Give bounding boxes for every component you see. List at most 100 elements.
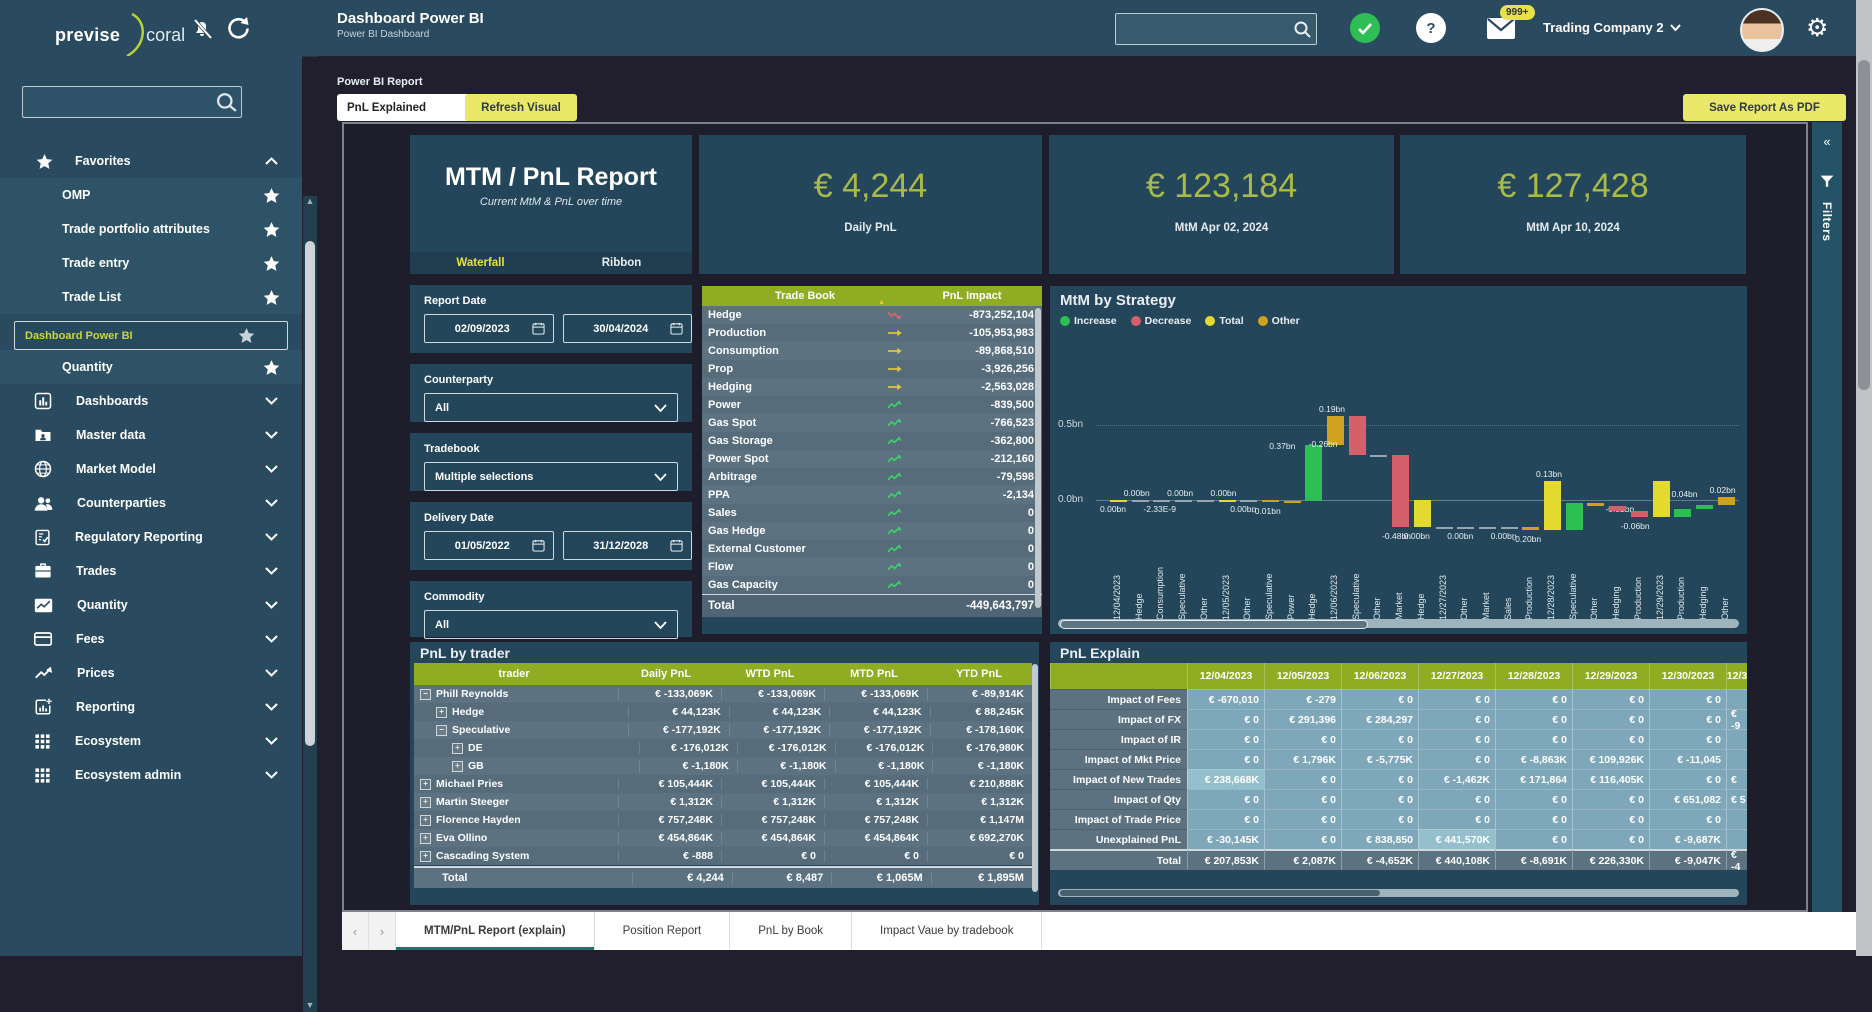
- pnl-by-trader-scrollbar[interactable]: [1032, 664, 1038, 892]
- expand-icon[interactable]: +: [452, 742, 463, 754]
- waterfall-bar-hedge[interactable]: [1305, 444, 1323, 501]
- chart-hscroll-thumb[interactable]: [1060, 620, 1369, 629]
- expand-icon[interactable]: +: [436, 706, 447, 718]
- column-header-date[interactable]: 12/05/2023: [1264, 663, 1341, 689]
- waterfall-bar-production[interactable]: [1674, 509, 1692, 517]
- column-header-date[interactable]: 12/06/2023: [1341, 663, 1418, 689]
- sidebar-group-counterparties[interactable]: Counterparties: [0, 486, 302, 520]
- settings-gear-icon[interactable]: ⚙: [1806, 13, 1829, 42]
- sidebar-group-ecosystem-admin[interactable]: Ecosystem admin: [0, 758, 302, 792]
- waterfall-bar-market[interactable]: [1478, 527, 1496, 529]
- search-icon[interactable]: [1290, 20, 1316, 38]
- sidebar-group-fees[interactable]: Fees: [0, 622, 302, 656]
- sidebar-scrollbar[interactable]: ▲ ▼: [303, 196, 317, 1012]
- table-row[interactable]: + Hedge € 44,123K € 44,123K € 44,123K € 88,24…: [414, 703, 1032, 721]
- collapse-icon[interactable]: −: [420, 688, 431, 700]
- sidebar-group-reporting[interactable]: Reporting: [0, 690, 302, 724]
- collapse-icon[interactable]: −: [436, 724, 447, 736]
- scroll-up-arrow[interactable]: ▲: [305, 196, 315, 206]
- waterfall-bar-consumption[interactable]: [1153, 500, 1171, 502]
- table-row[interactable]: + DE € -176,012K € -176,012K € -176,012K € -1…: [414, 739, 1032, 757]
- expand-icon[interactable]: +: [420, 814, 431, 826]
- status-ok-icon[interactable]: [1350, 13, 1380, 43]
- star-icon[interactable]: [263, 187, 280, 204]
- column-header-date[interactable]: 12/28/2023: [1495, 663, 1572, 689]
- report-tab-mtm-pnl-report-explain-[interactable]: MTM/PnL Report (explain): [396, 912, 595, 950]
- expand-filters-icon[interactable]: «: [1823, 134, 1831, 149]
- waterfall-bar-12-27-2023[interactable]: [1435, 527, 1453, 529]
- column-header-date[interactable]: 12/27/2023: [1418, 663, 1495, 689]
- sidebar-group-dashboards[interactable]: Dashboards: [0, 384, 302, 418]
- pnl-explain-hscroll-thumb[interactable]: [1060, 890, 1381, 896]
- expand-icon[interactable]: +: [452, 760, 463, 772]
- table-row[interactable]: Hedge -873,252,104: [702, 306, 1042, 324]
- waterfall-bar-hedge[interactable]: [1413, 500, 1431, 527]
- waterfall-bar-12-28-2023[interactable]: [1544, 480, 1561, 530]
- expand-icon[interactable]: +: [420, 796, 431, 808]
- waterfall-bar-other[interactable]: [1717, 497, 1735, 505]
- help-icon[interactable]: ?: [1416, 13, 1446, 43]
- waterfall-bar-speculative[interactable]: [1348, 416, 1366, 455]
- sidebar-group-market-model[interactable]: Market Model: [0, 452, 302, 486]
- delivery-date-to[interactable]: 31/12/2028: [562, 531, 692, 560]
- star-icon[interactable]: [263, 289, 280, 306]
- waterfall-bar-power[interactable]: [1283, 500, 1301, 503]
- waterfall-bar-12-06-2023[interactable]: [1327, 416, 1344, 445]
- waterfall-bar-speculative[interactable]: [1261, 500, 1279, 502]
- waterfall-bar-other[interactable]: [1196, 500, 1214, 502]
- waterfall-bar-speculative[interactable]: [1175, 500, 1193, 502]
- counterparty-select[interactable]: All: [424, 393, 678, 422]
- table-row[interactable]: + Martin Steeger € 1,312K € 1,312K € 1,312K €…: [414, 793, 1032, 811]
- table-row[interactable]: Arbitrage -79,598: [702, 468, 1042, 486]
- waterfall-bar-sales[interactable]: [1500, 527, 1518, 529]
- waterfall-bar-12-29-2023[interactable]: [1652, 480, 1670, 517]
- filter-funnel-icon[interactable]: [1820, 175, 1834, 188]
- waterfall-bar-other[interactable]: [1587, 503, 1605, 506]
- waterfall-bar-other[interactable]: [1457, 527, 1475, 529]
- waterfall-bar-market[interactable]: [1392, 455, 1410, 527]
- waterfall-bar-hedge[interactable]: [1131, 500, 1149, 502]
- star-icon[interactable]: [263, 221, 280, 238]
- expand-icon[interactable]: +: [420, 850, 431, 862]
- company-selector[interactable]: Trading Company 2: [1543, 20, 1681, 35]
- chart-hscrollbar[interactable]: [1058, 619, 1739, 629]
- tabs-next-arrow[interactable]: ›: [369, 912, 396, 950]
- table-row[interactable]: Sales 0: [702, 504, 1042, 522]
- table-row[interactable]: Flow 0: [702, 558, 1042, 576]
- waterfall-bar-speculative[interactable]: [1565, 503, 1583, 530]
- expand-icon[interactable]: +: [420, 832, 431, 844]
- window-scrollbar[interactable]: [1856, 0, 1872, 956]
- report-tab-position-report[interactable]: Position Report: [595, 912, 731, 950]
- column-header-trader[interactable]: trader: [498, 668, 530, 680]
- column-header-ytd-pnl[interactable]: YTD PnL: [956, 668, 1002, 680]
- sidebar-group-quantity[interactable]: Quantity: [0, 588, 302, 622]
- star-icon[interactable]: [263, 255, 280, 272]
- notifications-off-icon[interactable]: [190, 16, 214, 40]
- table-row[interactable]: Hedging -2,563,028: [702, 378, 1042, 396]
- sidebar-item-trade-entry[interactable]: Trade entry: [0, 246, 302, 280]
- waterfall-bar-hedging[interactable]: [1609, 506, 1627, 511]
- save-pdf-button[interactable]: Save Report As PDF: [1683, 94, 1846, 121]
- table-row[interactable]: Power -839,500: [702, 396, 1042, 414]
- waterfall-bar-production[interactable]: [1522, 527, 1540, 530]
- waterfall-bar-12-05-2023[interactable]: [1218, 500, 1236, 502]
- scroll-down-arrow[interactable]: ▼: [305, 1000, 315, 1010]
- search-icon[interactable]: [213, 92, 241, 112]
- column-header-date[interactable]: 12/30/2023: [1649, 663, 1726, 689]
- sidebar-item-trade-list[interactable]: Trade List: [0, 280, 302, 314]
- table-row[interactable]: Power Spot -212,160: [702, 450, 1042, 468]
- report-date-from[interactable]: 02/09/2023: [424, 314, 554, 343]
- column-header-mtd-pnl[interactable]: MTD PnL: [850, 668, 898, 680]
- waterfall-bar-other[interactable]: [1370, 455, 1388, 457]
- sidebar-group-ecosystem[interactable]: Ecosystem: [0, 724, 302, 758]
- window-scroll-thumb[interactable]: [1858, 60, 1870, 390]
- waterfall-bar-hedging[interactable]: [1695, 504, 1713, 509]
- sidebar-group-prices[interactable]: Prices: [0, 656, 302, 690]
- table-row[interactable]: + Cascading System € -888 € 0 € 0 € 0: [414, 847, 1032, 865]
- table-row[interactable]: Gas Storage -362,800: [702, 432, 1042, 450]
- report-tab-pnl-by-book[interactable]: PnL by Book: [730, 912, 853, 950]
- table-row[interactable]: Prop -3,926,256: [702, 360, 1042, 378]
- star-icon[interactable]: [263, 359, 280, 376]
- tabs-prev-arrow[interactable]: ‹: [342, 912, 369, 950]
- sidebar-item-dashboard-power-bi[interactable]: Dashboard Power BI: [14, 321, 288, 350]
